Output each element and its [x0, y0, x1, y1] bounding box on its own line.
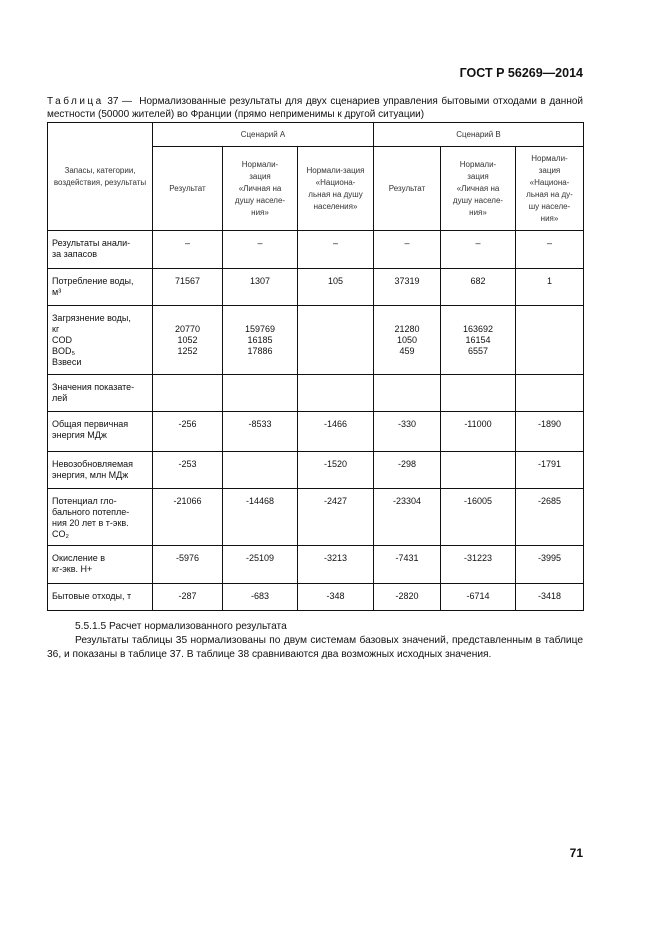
sub-header: Результат: [373, 146, 441, 231]
table-cell: -683: [222, 583, 298, 611]
table-cell: -2427: [297, 488, 374, 546]
table-cell: -25109: [222, 545, 298, 584]
table-cell: –: [152, 230, 223, 269]
table-cell: -16005: [440, 488, 516, 546]
sub-header: Нормали- зация «Национа- льная на ду- шу…: [515, 146, 584, 231]
table-row: Бытовые отходы, т -287 -683 -348 -2820 -6714-…: [47, 583, 584, 611]
table-cell: -5976: [152, 545, 223, 584]
table-row: Значения показате- лей: [47, 374, 584, 412]
sub-header: Результат: [152, 146, 223, 231]
table-cell: -23304: [373, 488, 441, 546]
section-heading: 5.5.1.5 Расчет нормализованного результа…: [75, 621, 287, 632]
table-cell: [222, 374, 298, 412]
document-id: ГОСТ Р 56269—2014: [459, 66, 583, 80]
table-cell: -7431: [373, 545, 441, 584]
table-cell: -1890: [515, 411, 584, 452]
table-cell: 1: [515, 268, 584, 306]
table-row: Потребление воды, м³ 71567 1307 105 37319 682…: [47, 268, 584, 306]
table-cell: [515, 374, 584, 412]
table-cell: [440, 374, 516, 412]
row-header: Запасы, категории, воздействия, результа…: [47, 122, 153, 231]
row-label: Значения показате- лей: [47, 374, 153, 412]
table-cell: 163692 16154 6557: [440, 305, 516, 375]
row-label: Потребление воды, м³: [47, 268, 153, 306]
table-cell: –: [297, 230, 374, 269]
caption-number: 37 —: [107, 96, 133, 107]
sub-header: Нормали- зация «Личная на душу населе- н…: [440, 146, 516, 231]
table-cell: 1307: [222, 268, 298, 306]
table-cell: [222, 451, 298, 489]
section: 5.5.1.5 Расчет нормализованного результа…: [47, 620, 583, 662]
scenario-b-header: Сценарий В: [373, 122, 584, 147]
table-cell: [440, 451, 516, 489]
table-cell: -3213: [297, 545, 374, 584]
table-cell: -1791: [515, 451, 584, 489]
table-cell: -14468: [222, 488, 298, 546]
table-cell: -298: [373, 451, 441, 489]
table-caption: Таблица 37 — Нормализованные результаты …: [47, 95, 583, 121]
table-row: Загрязнение воды, кг COD BOD₅ Взвеси 207…: [47, 305, 584, 375]
table-cell: -1466: [297, 411, 374, 452]
row-label: Бытовые отходы, т: [47, 583, 153, 611]
row-label: Результаты анали- за запасов: [47, 230, 153, 269]
table-cell: -21066: [152, 488, 223, 546]
table-cell: [297, 374, 374, 412]
table-cell: -253: [152, 451, 223, 489]
table-cell: -2685: [515, 488, 584, 546]
table-cell: -2820: [373, 583, 441, 611]
row-label: Окисление в кг-экв. Н+: [47, 545, 153, 584]
table-row: Общая первичная энергия МДж -256 -8533 -146…: [47, 411, 584, 452]
row-label: Общая первичная энергия МДж: [47, 411, 153, 452]
page-number: 71: [569, 846, 583, 860]
table-cell: 71567: [152, 268, 223, 306]
section-paragraph: Результаты таблицы 35 нормализованы по д…: [47, 635, 583, 660]
table-cell: -11000: [440, 411, 516, 452]
table-cell: -330: [373, 411, 441, 452]
sub-header: Нормали- зация «Личная на душу населе- н…: [222, 146, 298, 231]
results-table: Запасы, категории, воздействия, результа…: [47, 122, 584, 611]
table-cell: –: [515, 230, 584, 269]
table-cell: -6714: [440, 583, 516, 611]
table-cell: -256: [152, 411, 223, 452]
table-cell: 21280 1050 459: [373, 305, 441, 375]
table-row: Окисление в кг-экв. Н+ -5976 -25109 -3213 -7…: [47, 545, 584, 584]
table-cell: -348: [297, 583, 374, 611]
sub-header: Нормали-зация «Национа- льная на душу на…: [297, 146, 374, 231]
row-label: Потенциал гло- бального потепле- ния 20 …: [47, 488, 153, 546]
table-cell: 20770 1052 1252: [152, 305, 223, 375]
table-cell: -8533: [222, 411, 298, 452]
table-cell: [515, 305, 584, 375]
table-row: Невозобновляемая энергия, млн МДж -253 -15…: [47, 451, 584, 489]
table-cell: [297, 305, 374, 375]
table-cell: -287: [152, 583, 223, 611]
table-cell: 105: [297, 268, 374, 306]
table-cell: -1520: [297, 451, 374, 489]
table-cell: 37319: [373, 268, 441, 306]
table-cell: -31223: [440, 545, 516, 584]
table-cell: [373, 374, 441, 412]
row-label: Загрязнение воды, кг COD BOD₅ Взвеси: [47, 305, 153, 375]
row-label: Невозобновляемая энергия, млн МДж: [47, 451, 153, 489]
table-cell: –: [440, 230, 516, 269]
caption-prefix: Таблица: [47, 96, 104, 107]
table-cell: -3995: [515, 545, 584, 584]
table-cell: 159769 16185 17886: [222, 305, 298, 375]
caption-text: Нормализованные результаты для двух сцен…: [47, 96, 583, 120]
table-cell: [152, 374, 223, 412]
table-row: Потенциал гло- бального потепле- ния 20 …: [47, 488, 584, 546]
table-cell: -3418: [515, 583, 584, 611]
table-row: Результаты анали- за запасов – – – – – –: [47, 230, 584, 269]
table-cell: –: [222, 230, 298, 269]
table-cell: –: [373, 230, 441, 269]
table-cell: 682: [440, 268, 516, 306]
scenario-a-header: Сценарий А: [152, 122, 374, 147]
